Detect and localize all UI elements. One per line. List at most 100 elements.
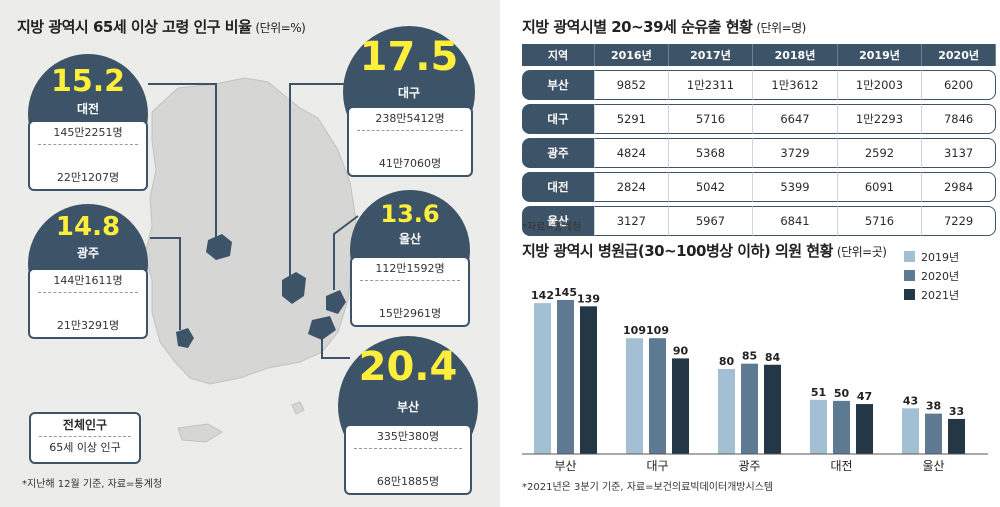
bar (649, 338, 666, 454)
legend-item: 2019년 (904, 247, 988, 266)
table-cell: 2592 (837, 138, 923, 168)
table-row: 대구 5291 5716 6647 1만2293 7846 (522, 104, 996, 134)
category-label: 부산 (554, 459, 576, 473)
legend-item: 2021년 (904, 285, 988, 304)
bar-value-label: 90 (673, 344, 689, 357)
table-row: 대전 2824 5042 5399 6091 2984 (522, 172, 996, 202)
ratio-value: 14.8 (55, 212, 121, 242)
table-cell: 6200 (922, 70, 996, 100)
bar-value-label: 109 (646, 324, 669, 337)
bar (557, 299, 574, 454)
bubble-ulsan: 13.6 울산 112만1592명 15만2961명 (350, 190, 470, 327)
total-population: 238만5412명 (375, 112, 445, 125)
daejeon-connector (148, 83, 217, 238)
population-box: 238만5412명 41만7060명 (347, 106, 473, 177)
chart-title: 지방 광역시 병원급(30~100병상 이하) 의원 현황 (단위=곳) (522, 242, 887, 260)
bar (810, 399, 827, 454)
bubble-gwangju: 14.8 광주 144만1611명 21만3291명 (28, 204, 148, 339)
table-cell: 2824 (595, 172, 669, 202)
table-cell: 5716 (837, 206, 923, 236)
table-cell: 5399 (753, 172, 838, 202)
table-header-cell: 2020년 (922, 44, 996, 66)
city-name: 울산 (398, 232, 422, 246)
legend-swatch (904, 270, 915, 281)
bar-value-label: 142 (531, 289, 554, 302)
table-cell: 3729 (753, 138, 838, 168)
table-header-cell: 2016년 (595, 44, 669, 66)
legend-label: 2020년 (921, 269, 960, 283)
bar-value-label: 145 (554, 286, 577, 299)
elderly-population: 41만7060명 (378, 157, 442, 170)
table-header-cell: 2018년 (753, 44, 838, 66)
chart-legend: 2019년 2020년 2021년 (904, 247, 988, 305)
table-cell: 7229 (922, 206, 996, 236)
bar-value-label: 139 (577, 292, 600, 305)
island-shape (291, 401, 305, 415)
table-cell: 5368 (668, 138, 754, 168)
table-header: 지역 2016년 2017년 2018년 2019년 2020년 (522, 44, 996, 66)
city-name: 대전 (76, 102, 100, 116)
table-header-cell: 2019년 (837, 44, 923, 66)
bubble-daejeon: 15.2 대전 145만2251명 22만1207명 (28, 54, 148, 191)
bar (764, 364, 781, 454)
bar-value-label: 109 (623, 324, 646, 337)
outflow-table: 지역 2016년 2017년 2018년 2019년 2020년 부산 9852 1만2311… (522, 40, 996, 240)
population-box: 144만1611명 21만3291명 (28, 268, 148, 339)
chart-note: *2021년은 3분기 기준, 자료=보건의료빅데이터개방시스템 (522, 482, 774, 493)
elderly-note: *지난해 12월 기준, 자료=통계청 (22, 479, 163, 490)
daejeon-region (206, 234, 232, 260)
table-cell: 2984 (922, 172, 996, 202)
table-cell: 1만2003 (837, 70, 923, 100)
total-population: 335만380명 (376, 430, 440, 443)
korea-map (144, 77, 359, 443)
table-cell: 9852 (595, 70, 669, 100)
hospital-bar-chart: 142 145 139 부산 109 109 90 대구 80 85 84 광주 51 50 47 대전 43 3… (522, 286, 988, 473)
table-cell: 7846 (922, 104, 996, 134)
category-label: 울산 (922, 459, 944, 473)
bar (672, 358, 689, 454)
bar (948, 418, 965, 454)
table-cell: 6091 (837, 172, 923, 202)
ratio-value: 13.6 (380, 200, 440, 228)
row-region: 대구 (522, 104, 595, 134)
bar (534, 303, 551, 454)
table-cell: 6841 (753, 206, 838, 236)
daegu-connector (289, 83, 346, 278)
busan-connector (321, 336, 350, 359)
legend-swatch (904, 251, 915, 262)
table-cell: 4824 (595, 138, 669, 168)
legend-total: 전체인구 (62, 418, 108, 432)
daegu-region (282, 272, 306, 304)
bar (580, 306, 597, 454)
table-cell: 5716 (668, 104, 754, 134)
table-cell: 5291 (595, 104, 669, 134)
bar-value-label: 43 (903, 394, 918, 407)
table-cell: 3137 (922, 138, 996, 168)
table-cell: 5967 (668, 206, 754, 236)
category-label: 대구 (646, 459, 668, 473)
row-region: 광주 (522, 138, 595, 168)
row-region: 울산 (522, 206, 595, 236)
total-population: 145만2251명 (53, 126, 123, 139)
ratio-value: 17.5 (359, 34, 459, 80)
population-box: 112만1592명 15만2961명 (350, 256, 470, 327)
bar-value-label: 38 (926, 400, 941, 413)
ratio-value: 20.4 (358, 344, 458, 390)
city-name: 광주 (76, 246, 100, 260)
bar (856, 404, 873, 454)
table-cell: 1만2293 (837, 104, 923, 134)
total-population: 112만1592명 (375, 262, 445, 275)
bubble-busan: 20.4 부산 335만380명 68만1885명 (338, 336, 478, 495)
gwangju-connector (150, 237, 181, 330)
legend-swatch (904, 289, 915, 300)
bar (833, 400, 850, 454)
table-cell: 1만2311 (668, 70, 754, 100)
table-source: *자료=통계청 (522, 222, 582, 233)
bar-value-label: 51 (811, 386, 826, 399)
legend-elderly: 65세 이상 인구 (49, 441, 121, 454)
legend-item: 2020년 (904, 266, 988, 285)
bar (902, 408, 919, 454)
bar-value-label: 84 (765, 351, 781, 364)
population-box: 145만2251명 22만1207명 (28, 120, 148, 191)
ulsan-connector (333, 215, 359, 290)
